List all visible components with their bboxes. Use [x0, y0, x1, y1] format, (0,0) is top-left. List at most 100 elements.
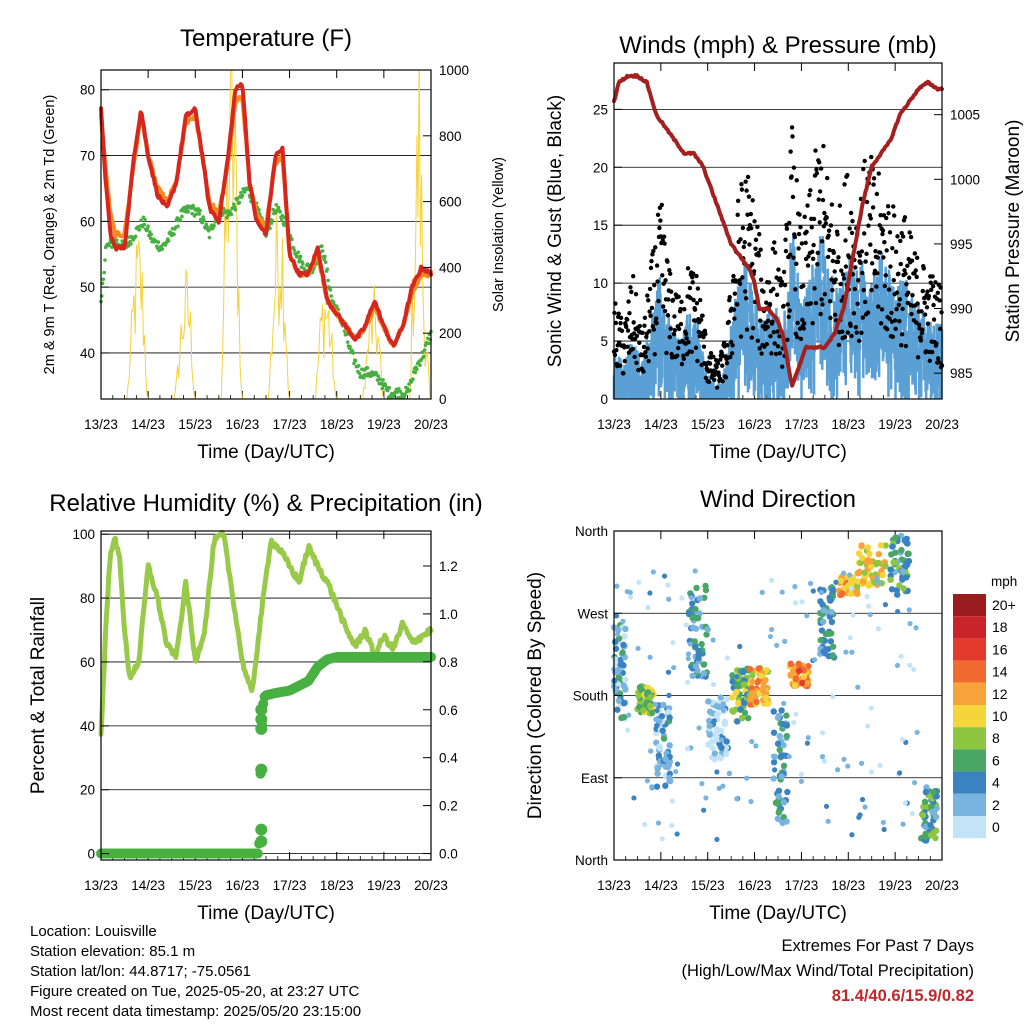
gust-point [864, 199, 870, 205]
direction-point [791, 719, 797, 726]
direction-point [787, 660, 795, 668]
direction-point [867, 563, 875, 570]
gust-point [742, 240, 747, 245]
dewpoint-point [387, 385, 392, 390]
gust-point [829, 277, 834, 282]
gust-point [807, 192, 812, 198]
direction-point [614, 631, 621, 637]
y-tick-label: 70 [80, 149, 95, 164]
direction-point [757, 672, 765, 680]
direction-point [662, 782, 669, 789]
direction-point [748, 684, 755, 692]
direction-point [770, 753, 776, 759]
gust-point [757, 346, 762, 351]
direction-point [692, 568, 698, 574]
gust-point [712, 377, 717, 382]
gust-point [745, 174, 751, 180]
direction-point [635, 645, 641, 652]
precip-series [96, 652, 436, 859]
gust-point [623, 324, 629, 330]
gust-point [690, 280, 695, 285]
direction-point [656, 743, 663, 750]
direction-point [622, 625, 629, 633]
gust-point [839, 298, 844, 303]
gust-point [749, 335, 754, 340]
gust-point [884, 215, 889, 221]
gust-point [832, 312, 838, 318]
gust-point [788, 149, 793, 154]
direction-point [847, 635, 853, 641]
gust-point [653, 316, 659, 321]
gust-point [913, 268, 918, 273]
direction-point [762, 676, 769, 684]
direction-point [849, 649, 855, 655]
direction-point [647, 654, 653, 660]
x-tick-label: 13/23 [84, 878, 118, 893]
dewpoint-series [99, 186, 433, 400]
y2-tick-label: 985 [950, 366, 973, 381]
gust-point [622, 345, 627, 350]
y-axis-label: Percent & Total Rainfall [28, 597, 49, 794]
gust-point [749, 225, 754, 231]
colorbar-swatch [953, 638, 986, 661]
dewpoint-point [319, 244, 324, 248]
gust-point [835, 232, 840, 237]
y2-tick-label: 0.4 [439, 751, 458, 766]
gust-point [687, 285, 693, 291]
direction-point [805, 735, 811, 741]
dewpoint-point [137, 227, 142, 232]
direction-point [655, 752, 663, 759]
gust-point [910, 293, 915, 298]
gust-point [848, 210, 854, 216]
direction-point [887, 576, 894, 584]
direction-point [621, 633, 628, 640]
direction-point [673, 768, 679, 775]
direction-point [877, 762, 883, 768]
gust-point [784, 226, 790, 231]
direction-point [698, 640, 705, 648]
direction-point [703, 795, 709, 801]
gust-point [817, 189, 823, 194]
station-latlon: Station lat/lon: 44.8717; -75.0561 [30, 963, 252, 980]
gust-point [787, 308, 792, 313]
direction-point [733, 688, 740, 695]
gust-point [695, 286, 701, 291]
gust-point [653, 245, 658, 250]
gust-point [909, 258, 915, 263]
gust-point [860, 270, 865, 276]
gust-point [750, 261, 755, 267]
gust-point [922, 312, 928, 317]
gust-point [667, 334, 672, 340]
direction-point [705, 698, 712, 705]
dewpoint-point [129, 242, 133, 246]
y2-tick-label: 0.0 [439, 847, 458, 862]
direction-point [776, 733, 784, 740]
dewpoint-point [290, 237, 294, 242]
x-tick-label: 14/23 [644, 417, 678, 432]
gust-point [842, 334, 848, 340]
gust-point [646, 329, 652, 334]
x-tick-label: 13/23 [597, 878, 631, 893]
gust-point [866, 223, 871, 228]
gust-point [718, 357, 723, 362]
gust-point [631, 320, 636, 325]
colorbar-swatch [953, 616, 986, 639]
direction-point [631, 795, 637, 801]
direction-point [666, 596, 672, 602]
gust-point [789, 125, 795, 130]
solar-line [336, 285, 385, 399]
precip-point [255, 703, 268, 716]
direction-point [737, 705, 744, 713]
gust-point [822, 210, 827, 216]
gust-point [700, 313, 705, 318]
direction-point [713, 702, 720, 710]
x-tick-label: 20/23 [414, 878, 448, 893]
direction-point [830, 694, 836, 700]
dewpoint-point [322, 257, 326, 262]
gust-point [914, 255, 920, 261]
direction-point [922, 788, 930, 796]
direction-point [685, 610, 692, 616]
direction-point [819, 730, 826, 736]
gust-point [895, 234, 900, 239]
solar-line [194, 70, 243, 399]
